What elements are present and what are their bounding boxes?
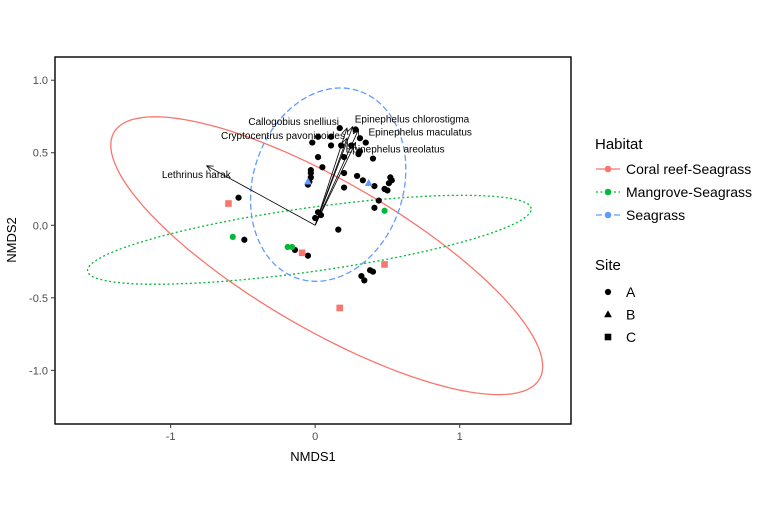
site-a-point: [317, 212, 325, 219]
legend-key-point: [604, 188, 612, 196]
site-c-point: [381, 261, 388, 268]
site-b-point: [304, 177, 312, 185]
site-a-point: [361, 277, 368, 284]
site-a-point: [304, 252, 312, 259]
ellipse-mangrove-seagrass: [86, 194, 532, 285]
ellipse-coral-reef-seagrass: [110, 116, 544, 396]
species-label: Epinephelus chlorostigma: [355, 115, 470, 126]
site-a-point: [340, 153, 348, 161]
species-label: Callogobius snelliusi: [248, 117, 339, 128]
y-tick-label: 0.0: [33, 220, 48, 232]
species-label: Epinephelus maculatus: [369, 128, 472, 139]
site-a-point: [340, 184, 348, 191]
site-a-point: [366, 267, 374, 274]
legend-title-habitat: Habitat: [595, 136, 643, 153]
site-a-point: [309, 139, 316, 146]
legend-label-site: C: [626, 329, 636, 345]
site-a-point: [362, 139, 369, 146]
site-a-point: [335, 226, 342, 233]
y-tick-label: -0.5: [29, 293, 48, 305]
plot-panel-border: [54, 56, 572, 425]
site-a-point: [307, 169, 314, 177]
site-a-point: [353, 172, 361, 180]
legend-label-site: A: [626, 284, 636, 300]
axes: -1 0 1 -1.0 -0.5 0.0 0.5 1.0: [29, 75, 463, 443]
site-a-point: [241, 236, 248, 243]
legends: Habitat Coral reef-Seagrass Mangrove-Seagr…: [595, 136, 752, 345]
site-a-point: [235, 194, 242, 201]
site-points: [225, 124, 395, 312]
x-axis-title: NMDS1: [290, 449, 336, 464]
legend-key-triangle: [604, 310, 612, 318]
site-a-point: [312, 214, 319, 222]
legend-label-habitat: Mangrove-Seagrass: [626, 184, 752, 200]
site-a-point: [381, 207, 388, 214]
site-c-point: [225, 200, 232, 207]
species-vectors: Epinephelus chlorostigma Epinephelus macu…: [162, 115, 472, 226]
legend-label-habitat: Coral reef-Seagrass: [626, 161, 751, 177]
x-tick-label: 0: [312, 431, 318, 443]
legend-key-point: [604, 165, 612, 173]
site-a-point: [385, 180, 392, 187]
legend-key-square: [604, 333, 612, 341]
site-a-point: [348, 142, 355, 149]
y-tick-label: -1.0: [29, 365, 48, 377]
species-vector-line: [314, 142, 356, 226]
legend-title-site: Site: [595, 257, 621, 274]
site-b-point: [364, 178, 373, 187]
species-label: Lethrinus harak: [162, 170, 232, 181]
site-a-point: [338, 142, 345, 149]
site-a-point: [340, 169, 348, 177]
site-a-point: [371, 183, 378, 190]
legend-label-habitat: Seagrass: [626, 207, 685, 223]
species-label: Epinephelus areolatus: [346, 145, 445, 156]
species-vector-arrowhead: [341, 127, 349, 136]
x-tick-label: 1: [457, 431, 463, 443]
site-a-point: [336, 124, 343, 132]
y-tick-label: 1.0: [33, 75, 48, 87]
site-c-point: [336, 304, 344, 312]
site-a-point: [352, 126, 359, 133]
site-a-point: [355, 151, 362, 158]
species-vector-arrowhead: [341, 137, 349, 146]
site-a-point: [288, 243, 296, 251]
site-a-point: [229, 233, 236, 240]
y-axis-title: NMDS2: [4, 217, 19, 263]
site-a-point: [319, 164, 326, 171]
habitat-ellipses: [86, 87, 544, 396]
species-label: Cryptocentrus pavoninoides: [221, 131, 345, 142]
ellipse-seagrass: [249, 87, 407, 282]
site-a-point: [327, 142, 335, 149]
site-c-point: [298, 249, 306, 257]
legend-key-point: [604, 211, 612, 219]
site-a-point: [314, 133, 322, 140]
x-tick-label: -1: [166, 431, 176, 443]
site-a-point: [359, 177, 366, 184]
species-vector-line: [206, 165, 316, 226]
legend-key-circle: [604, 288, 612, 296]
site-a-point: [384, 187, 391, 194]
site-a-point: [327, 133, 335, 140]
site-a-point: [358, 272, 365, 280]
site-a-point: [369, 155, 377, 162]
site-a-point: [356, 135, 364, 142]
site-a-point: [371, 204, 378, 211]
site-a-point: [284, 243, 291, 251]
y-tick-label: 0.5: [33, 148, 48, 160]
legend-label-site: B: [626, 307, 635, 323]
site-a-point: [375, 197, 382, 204]
species-vector-arrowhead: [205, 165, 214, 172]
site-a-point: [314, 153, 322, 161]
